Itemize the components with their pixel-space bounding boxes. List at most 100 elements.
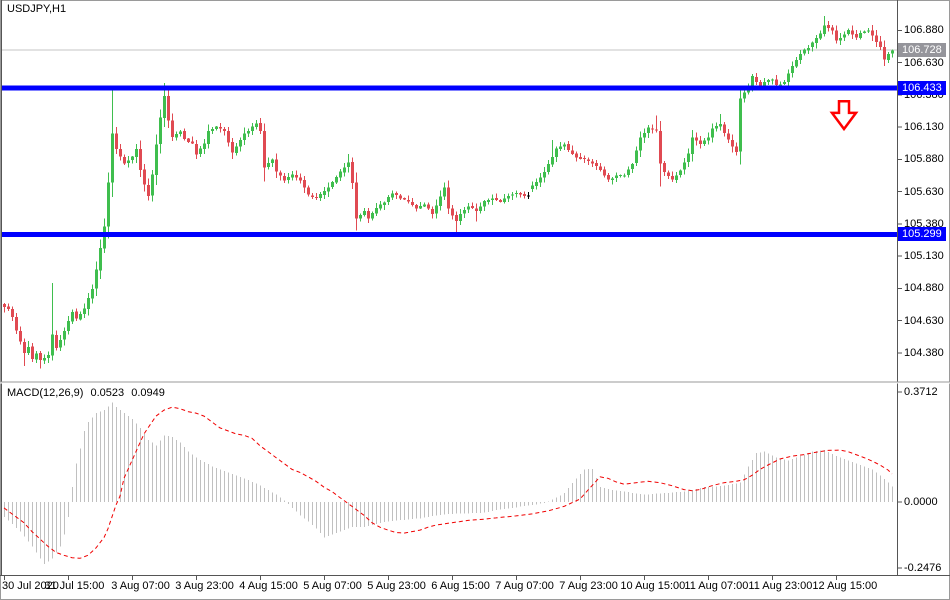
candle bbox=[655, 115, 658, 133]
candle bbox=[771, 78, 774, 85]
candle bbox=[687, 148, 690, 168]
candle bbox=[599, 163, 602, 172]
candle bbox=[219, 123, 222, 133]
candle bbox=[59, 335, 62, 351]
candle bbox=[835, 25, 838, 44]
candle bbox=[839, 33, 842, 45]
macd-tick-label: 0.3712 bbox=[904, 386, 938, 398]
candle bbox=[635, 146, 638, 166]
macd-name: MACD(12,26,9) bbox=[7, 387, 84, 399]
candle bbox=[551, 140, 554, 167]
candle bbox=[571, 145, 574, 155]
candle bbox=[195, 139, 198, 160]
candle bbox=[663, 161, 666, 177]
candle bbox=[131, 155, 134, 164]
candle bbox=[451, 204, 454, 220]
candle bbox=[67, 315, 70, 335]
candle bbox=[307, 185, 310, 197]
candle bbox=[607, 173, 610, 182]
candle bbox=[83, 303, 86, 318]
candle bbox=[423, 202, 426, 208]
candle bbox=[651, 124, 654, 134]
candle bbox=[239, 137, 242, 152]
resistance-line[interactable] bbox=[2, 85, 897, 91]
candle bbox=[515, 190, 518, 198]
candle bbox=[559, 142, 562, 151]
candle bbox=[283, 172, 286, 183]
candle bbox=[799, 50, 802, 64]
candle bbox=[891, 49, 894, 58]
time-tick-label: 5 Aug 23:00 bbox=[367, 580, 426, 592]
candle bbox=[99, 239, 102, 280]
candle bbox=[143, 163, 146, 192]
candle bbox=[323, 187, 326, 200]
candle bbox=[227, 127, 230, 147]
candle bbox=[455, 211, 458, 236]
candle bbox=[871, 25, 874, 41]
candle bbox=[547, 159, 550, 175]
candle bbox=[631, 162, 634, 173]
candle bbox=[855, 30, 858, 40]
resistance-level-tag: 106.433 bbox=[898, 81, 946, 95]
candle bbox=[807, 45, 810, 54]
support-line[interactable] bbox=[2, 231, 897, 237]
candle bbox=[43, 354, 46, 365]
candle bbox=[783, 79, 786, 85]
candle bbox=[159, 109, 162, 154]
candle bbox=[31, 343, 34, 362]
candle bbox=[479, 202, 482, 214]
macd-signal-value: 0.0949 bbox=[131, 387, 165, 399]
candle bbox=[419, 201, 422, 210]
candle bbox=[207, 124, 210, 149]
candle bbox=[719, 114, 722, 131]
candle bbox=[375, 202, 378, 216]
candle bbox=[659, 120, 662, 187]
candle bbox=[367, 208, 370, 223]
candle bbox=[579, 153, 582, 160]
candle bbox=[23, 338, 26, 366]
candle bbox=[147, 178, 150, 201]
candle bbox=[875, 30, 878, 47]
candle bbox=[727, 128, 730, 144]
candle bbox=[87, 293, 90, 316]
candle bbox=[695, 132, 698, 146]
candle bbox=[555, 146, 558, 162]
candle bbox=[711, 123, 714, 143]
candle bbox=[611, 176, 614, 185]
sell-signal-arrow-icon[interactable] bbox=[829, 100, 859, 132]
candlestick-series bbox=[3, 16, 894, 369]
candle bbox=[431, 206, 434, 219]
candle bbox=[491, 194, 494, 205]
candle bbox=[583, 155, 586, 164]
candle bbox=[667, 170, 670, 179]
time-tick-label: 4 Aug 15:00 bbox=[239, 580, 298, 592]
candle bbox=[739, 85, 742, 165]
candle bbox=[435, 199, 438, 219]
candle bbox=[223, 127, 226, 136]
time-tick-label: 10 Aug 15:00 bbox=[620, 580, 686, 592]
candle bbox=[847, 28, 850, 36]
candle bbox=[299, 173, 302, 184]
candle bbox=[247, 128, 250, 138]
candle bbox=[243, 127, 246, 146]
candle bbox=[311, 192, 314, 200]
candle bbox=[179, 129, 182, 137]
candle bbox=[287, 173, 290, 184]
candle bbox=[335, 175, 338, 185]
candle bbox=[351, 157, 354, 190]
candle bbox=[679, 169, 682, 178]
time-tick-label: 7 Aug 07:00 bbox=[495, 580, 554, 592]
candle bbox=[447, 180, 450, 215]
candle bbox=[343, 162, 346, 177]
candle bbox=[303, 176, 306, 194]
candle bbox=[791, 61, 794, 78]
candle bbox=[363, 207, 366, 217]
candle bbox=[827, 21, 830, 32]
candle bbox=[691, 129, 694, 162]
candle bbox=[775, 75, 778, 87]
macd-tick-label: -0.2476 bbox=[904, 562, 942, 574]
candle bbox=[387, 195, 390, 206]
candle bbox=[75, 308, 78, 321]
candle bbox=[499, 198, 502, 203]
